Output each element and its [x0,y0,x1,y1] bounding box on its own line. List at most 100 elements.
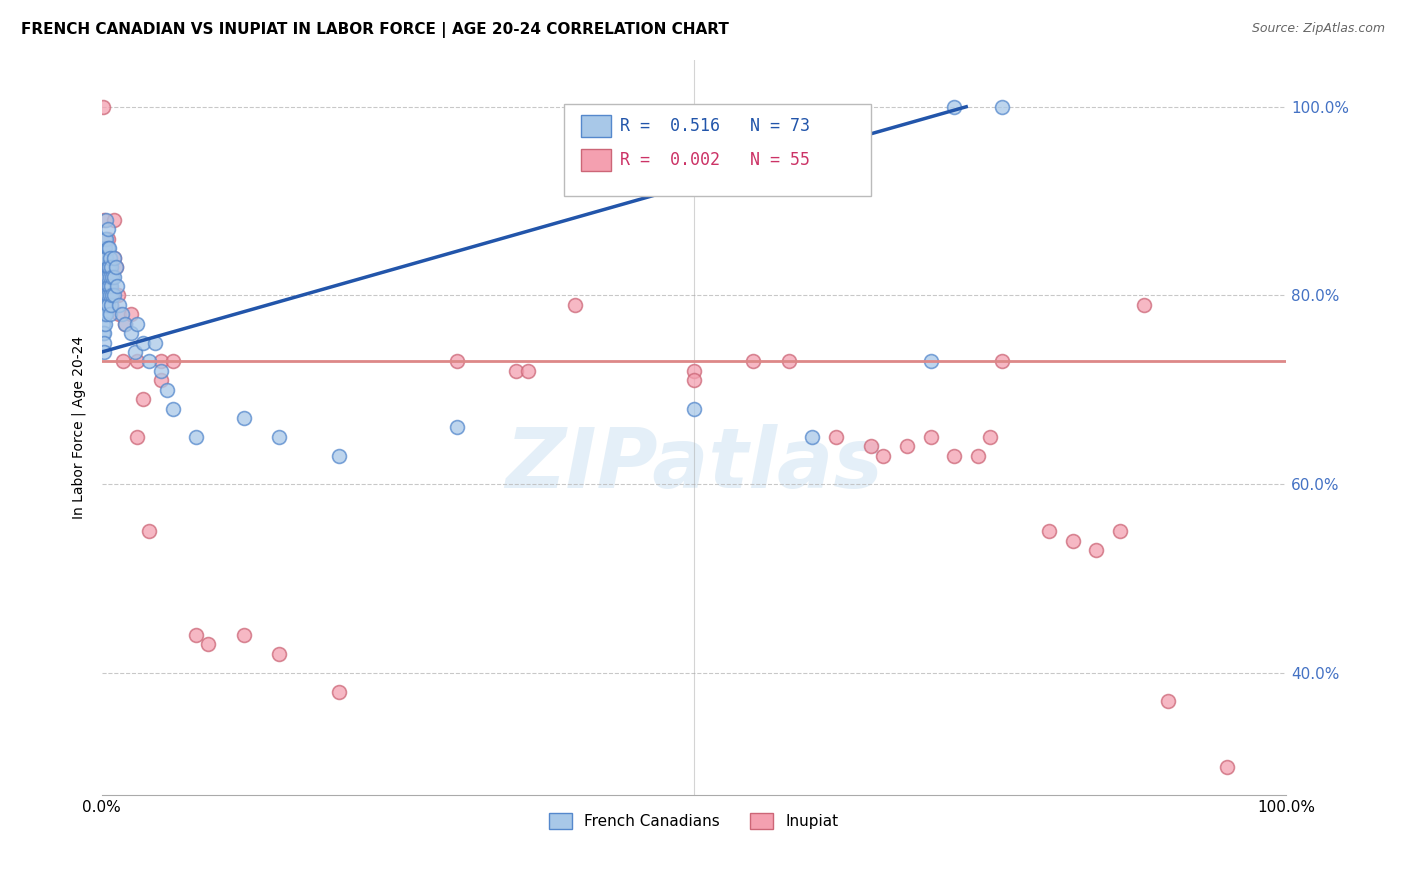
Point [100,298,122,312]
Point [96,232,118,246]
Point [93,251,115,265]
Point [682,401,704,416]
Point [120,307,142,321]
Point [896,439,918,453]
Point [96,269,118,284]
Point [149,373,172,387]
Point [97,241,120,255]
Point [101,269,124,284]
Point [801,430,824,444]
Point [97,260,120,274]
Point [943,100,966,114]
FancyBboxPatch shape [581,115,612,136]
Point [93,345,115,359]
Y-axis label: In Labor Force | Age 20-24: In Labor Force | Age 20-24 [72,336,86,519]
Point [98,269,121,284]
Text: ZIPatlas: ZIPatlas [505,424,883,505]
Point [138,354,160,368]
Point [108,307,131,321]
Point [112,354,135,368]
Point [98,307,121,321]
Point [96,288,118,302]
Point [91,298,114,312]
Point [94,317,117,331]
Point [103,288,125,302]
Point [1156,694,1178,708]
Point [103,269,125,284]
Point [825,430,848,444]
Point [97,232,120,246]
Point [100,260,122,274]
Point [98,251,121,265]
Text: R =  0.516   N = 73: R = 0.516 N = 73 [620,117,810,135]
Point [517,364,540,378]
Point [97,241,120,255]
Point [162,401,184,416]
Point [105,279,128,293]
Point [143,335,166,350]
Point [149,364,172,378]
Point [778,354,800,368]
Point [93,213,115,227]
Text: Source: ZipAtlas.com: Source: ZipAtlas.com [1251,22,1385,36]
Point [97,260,120,274]
Point [232,411,254,425]
Point [132,335,155,350]
Point [91,317,114,331]
Point [94,269,117,284]
Point [1109,524,1132,539]
FancyBboxPatch shape [581,149,612,171]
Point [98,279,121,293]
Point [197,637,219,651]
Point [100,298,122,312]
Point [1062,533,1084,548]
Point [682,364,704,378]
Point [91,326,114,341]
Point [943,449,966,463]
Point [138,524,160,539]
Point [872,449,894,463]
Point [107,288,129,302]
Point [156,383,179,397]
Point [149,354,172,368]
Point [505,364,527,378]
Point [127,354,149,368]
Point [97,260,120,274]
Point [1038,524,1060,539]
Point [979,430,1001,444]
Point [96,269,118,284]
Point [94,232,117,246]
Point [127,317,149,331]
Point [94,269,117,284]
Point [990,100,1012,114]
Point [328,449,350,463]
Point [93,307,115,321]
Point [97,279,120,293]
Point [682,373,704,387]
Point [108,298,131,312]
Point [103,251,125,265]
Point [94,241,117,255]
Point [96,251,118,265]
Point [127,430,149,444]
Point [104,260,127,274]
Point [120,326,142,341]
Point [269,647,291,661]
Point [93,335,115,350]
Point [97,269,120,284]
Point [93,251,115,265]
Point [100,279,122,293]
Point [446,354,468,368]
Point [186,628,208,642]
Point [97,288,120,302]
Point [104,260,127,274]
Point [91,260,114,274]
Legend: French Canadians, Inupiat: French Canadians, Inupiat [543,807,845,836]
Point [96,213,118,227]
Point [103,213,125,227]
Point [93,279,115,293]
Point [103,251,125,265]
Point [111,307,134,321]
Point [93,269,115,284]
Point [446,420,468,434]
